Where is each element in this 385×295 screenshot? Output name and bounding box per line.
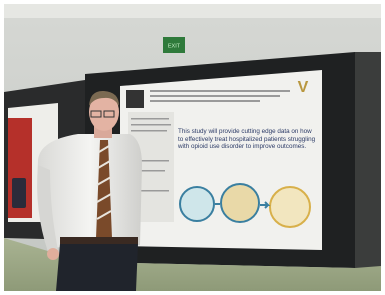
exit-text: EXIT (168, 43, 181, 49)
right-wall (355, 52, 381, 268)
photo: EXIT V This study will provide cutting e… (0, 0, 385, 295)
ceiling (4, 4, 381, 18)
poster-headline: This study will provide cutting edge dat… (178, 128, 318, 151)
page: EXIT V This study will provide cutting e… (0, 0, 385, 295)
poster-logo: V (298, 79, 309, 96)
poster-illustration (180, 184, 310, 227)
left-poster-phone (12, 178, 26, 208)
headline-box: This study will provide cutting edge dat… (178, 128, 318, 178)
qr-code (126, 90, 144, 108)
